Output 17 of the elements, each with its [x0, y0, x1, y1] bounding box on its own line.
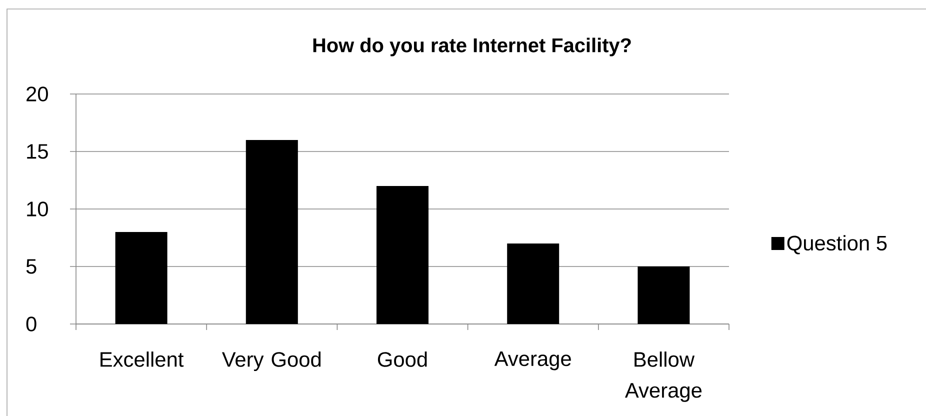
bar [115, 232, 168, 324]
bar [246, 140, 298, 324]
x-tick-label: Very Good [222, 352, 321, 372]
y-tick-label: 0 [26, 316, 36, 332]
chart-title: How do you rate Internet Facility? [313, 38, 631, 56]
y-tick-label: 5 [26, 259, 36, 274]
legend-label: Question 5 [787, 235, 887, 254]
bar [507, 244, 560, 324]
x-tick-label: Excellent [100, 352, 184, 367]
y-tick-label: 20 [26, 86, 48, 102]
y-tick-label: 15 [27, 144, 48, 159]
x-tick-label: Good [378, 352, 427, 367]
bar [376, 186, 429, 324]
x-tick-label: Bellow Average [624, 352, 702, 402]
bar [638, 266, 690, 324]
x-tick-label: Average [494, 352, 571, 370]
y-tick-label: 10 [27, 202, 48, 216]
